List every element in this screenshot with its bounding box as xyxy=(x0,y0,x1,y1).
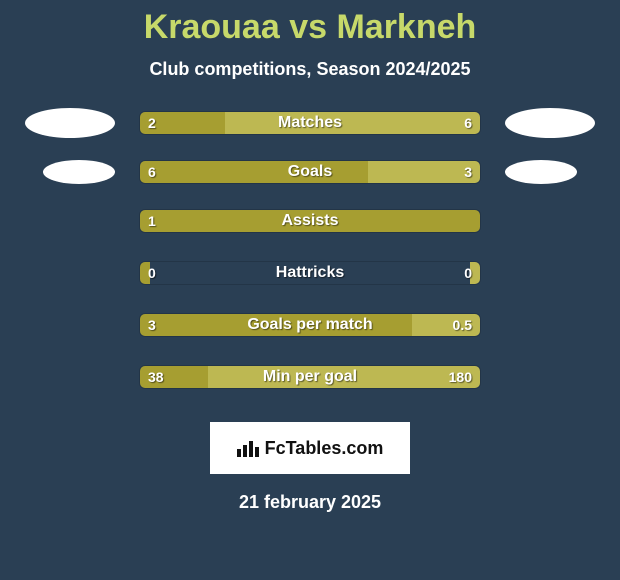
stat-value-right: 0.5 xyxy=(453,317,472,333)
stat-value-left: 2 xyxy=(148,115,156,131)
stat-row: 6 3 Goals xyxy=(43,160,577,184)
subtitle: Club competitions, Season 2024/2025 xyxy=(0,59,620,80)
stat-row: 1 Assists xyxy=(25,206,595,236)
avatar-spacer xyxy=(505,258,595,288)
logo-text: FcTables.com xyxy=(265,438,384,459)
stat-label: Goals per match xyxy=(247,316,372,334)
stat-bar-left xyxy=(140,161,368,183)
avatar-spacer xyxy=(25,310,115,340)
stat-label: Assists xyxy=(282,212,339,230)
avatar-spacer xyxy=(505,362,595,392)
stat-value-right: 3 xyxy=(464,164,472,180)
stat-bar: 3 0.5 Goals per match xyxy=(139,313,481,337)
player-left-avatar xyxy=(43,160,115,184)
stat-row: 3 0.5 Goals per match xyxy=(25,310,595,340)
stat-row: 2 6 Matches xyxy=(25,108,595,138)
avatar-spacer xyxy=(25,258,115,288)
stat-label: Min per goal xyxy=(263,368,357,386)
player-right-avatar xyxy=(505,160,577,184)
stat-bar: 1 Assists xyxy=(139,209,481,233)
stat-bar: 6 3 Goals xyxy=(139,160,481,184)
stat-row: 0 0 Hattricks xyxy=(25,258,595,288)
stat-value-left: 1 xyxy=(148,213,156,229)
page-title: Kraouaa vs Markneh xyxy=(0,8,620,47)
source-logo: FcTables.com xyxy=(210,422,410,474)
footer-date: 21 february 2025 xyxy=(0,492,620,513)
stat-label: Matches xyxy=(278,114,342,132)
stat-row: 38 180 Min per goal xyxy=(25,362,595,392)
stat-bar: 0 0 Hattricks xyxy=(139,261,481,285)
stat-label: Hattricks xyxy=(276,264,344,282)
avatar-spacer xyxy=(25,362,115,392)
stat-value-left: 0 xyxy=(148,265,156,281)
stat-bar: 2 6 Matches xyxy=(139,111,481,135)
comparison-infographic: Kraouaa vs Markneh Club competitions, Se… xyxy=(0,0,620,580)
avatar-spacer xyxy=(25,206,115,236)
avatar-spacer xyxy=(505,310,595,340)
stat-bar-right xyxy=(225,112,480,134)
avatar-spacer xyxy=(505,206,595,236)
stats-block: 2 6 Matches 6 3 Goals 1 Assists 0 0 Hattricks 3 0.5 G… xyxy=(0,108,620,414)
stat-bar-right xyxy=(368,161,480,183)
stat-value-left: 38 xyxy=(148,369,164,385)
stat-bar: 38 180 Min per goal xyxy=(139,365,481,389)
stat-value-left: 3 xyxy=(148,317,156,333)
stat-value-right: 6 xyxy=(464,115,472,131)
player-right-avatar xyxy=(505,108,595,138)
stat-label: Goals xyxy=(288,163,332,181)
barchart-icon xyxy=(237,439,259,457)
stat-value-right: 0 xyxy=(464,265,472,281)
stat-value-left: 6 xyxy=(148,164,156,180)
player-left-avatar xyxy=(25,108,115,138)
stat-value-right: 180 xyxy=(449,369,472,385)
